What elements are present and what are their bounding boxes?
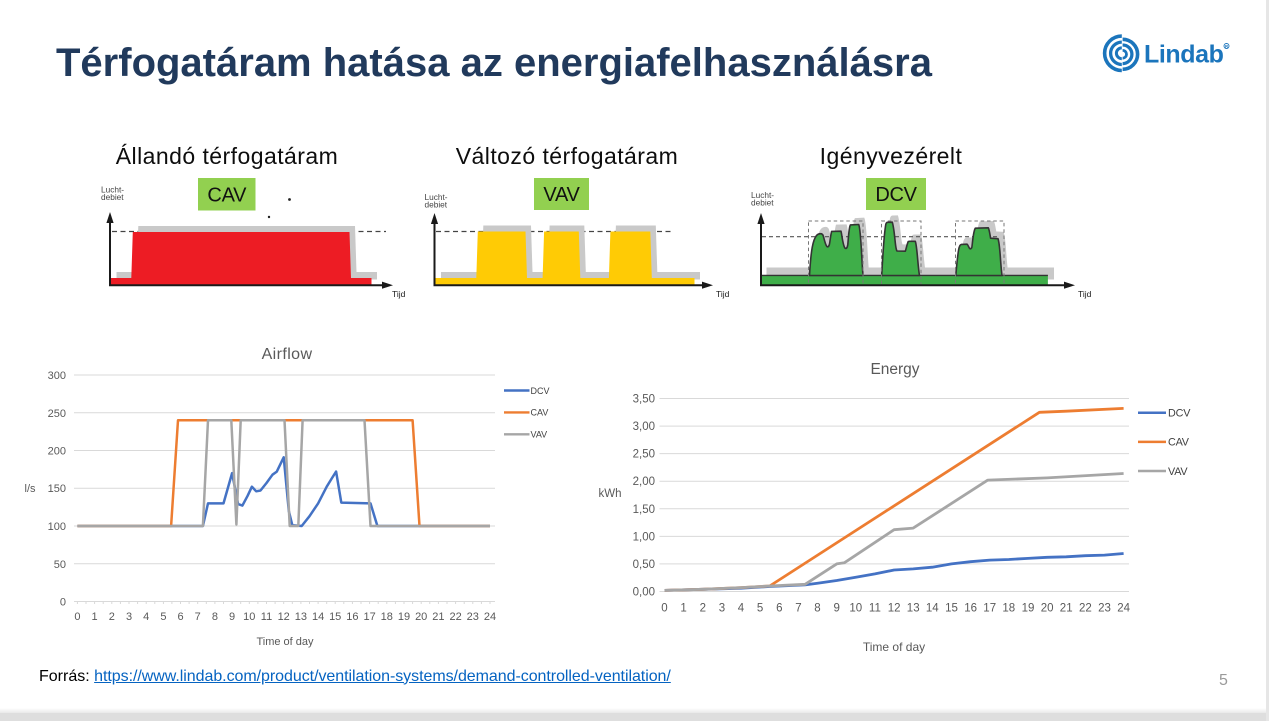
svg-text:12: 12: [888, 603, 901, 615]
svg-text:Lindab: Lindab: [1144, 41, 1224, 69]
svg-text:18: 18: [1002, 603, 1015, 615]
svg-text:19: 19: [1022, 603, 1035, 615]
svg-text:22: 22: [449, 611, 461, 623]
svg-text:150: 150: [48, 483, 66, 495]
svg-text:24: 24: [1117, 603, 1130, 615]
svg-text:4: 4: [143, 611, 149, 623]
svg-text:0: 0: [60, 597, 66, 609]
svg-text:23: 23: [467, 611, 479, 623]
svg-text:0: 0: [661, 603, 667, 615]
svg-text:debiet: debiet: [101, 192, 124, 202]
svg-text:Tijd: Tijd: [716, 289, 730, 299]
svg-text:6: 6: [177, 611, 183, 623]
svg-text:Lucht-: Lucht-: [101, 184, 124, 194]
svg-text:10: 10: [243, 611, 255, 623]
svg-text:3: 3: [126, 611, 132, 623]
svg-text:DCV: DCV: [1168, 408, 1191, 420]
svg-text:Time of day: Time of day: [256, 636, 314, 648]
svg-text:Lucht-: Lucht-: [425, 192, 448, 202]
svg-text:R: R: [1225, 44, 1229, 49]
svg-text:10: 10: [849, 603, 862, 615]
svg-text:16: 16: [346, 611, 358, 623]
svg-text:6: 6: [776, 603, 782, 615]
svg-text:Airflow: Airflow: [262, 346, 313, 363]
svg-text:VAV: VAV: [531, 430, 548, 440]
svg-text:11: 11: [261, 611, 272, 623]
svg-text:2,50: 2,50: [633, 449, 655, 461]
svg-text:21: 21: [432, 611, 444, 623]
svg-text:Energy: Energy: [870, 361, 919, 378]
svg-text:8: 8: [212, 611, 218, 623]
svg-text:3,00: 3,00: [633, 421, 655, 433]
svg-text:l/s: l/s: [25, 483, 37, 495]
svg-text:2: 2: [700, 603, 706, 615]
svg-text:9: 9: [229, 611, 235, 623]
svg-text:17: 17: [983, 603, 996, 615]
svg-text:Lucht-: Lucht-: [751, 190, 774, 200]
svg-text:21: 21: [1060, 603, 1073, 615]
svg-text:15: 15: [329, 611, 341, 623]
svg-text:5: 5: [160, 611, 166, 623]
svg-text:1,50: 1,50: [633, 504, 655, 516]
svg-text:17: 17: [363, 611, 375, 623]
svg-text:7: 7: [795, 603, 801, 615]
svg-text:24: 24: [484, 611, 496, 623]
svg-text:300: 300: [48, 370, 66, 382]
svg-text:4: 4: [738, 603, 745, 615]
svg-text:12: 12: [278, 611, 290, 623]
svg-text:DCV: DCV: [875, 184, 917, 206]
svg-text:3,50: 3,50: [633, 394, 655, 406]
svg-text:20: 20: [415, 611, 427, 623]
svg-text:Tijd: Tijd: [392, 289, 406, 299]
svg-text:9: 9: [833, 603, 839, 615]
svg-text:100: 100: [48, 521, 66, 533]
svg-text:13: 13: [295, 611, 307, 623]
svg-text:18: 18: [381, 611, 393, 623]
svg-text:14: 14: [312, 611, 324, 623]
svg-text:250: 250: [48, 408, 66, 420]
svg-text:15: 15: [945, 603, 958, 615]
svg-text:CAV: CAV: [531, 408, 549, 418]
svg-text:50: 50: [54, 559, 66, 571]
svg-text:debiet: debiet: [425, 200, 448, 210]
svg-text:kWh: kWh: [599, 488, 622, 500]
svg-text:2: 2: [109, 611, 115, 623]
svg-text:5: 5: [757, 603, 763, 615]
svg-text:8: 8: [814, 603, 820, 615]
svg-text:Time of day: Time of day: [863, 640, 925, 654]
svg-text:7: 7: [195, 611, 201, 623]
svg-text:CAV: CAV: [1168, 437, 1190, 449]
svg-text:19: 19: [398, 611, 410, 623]
svg-text:VAV: VAV: [1168, 466, 1188, 478]
svg-text:20: 20: [1041, 603, 1054, 615]
svg-text:CAV: CAV: [207, 184, 247, 206]
svg-text:22: 22: [1079, 603, 1092, 615]
svg-text:1: 1: [92, 611, 98, 623]
svg-text:14: 14: [926, 603, 939, 615]
svg-text:1,00: 1,00: [633, 531, 655, 543]
svg-text:3: 3: [719, 603, 725, 615]
svg-text:Tijd: Tijd: [1078, 289, 1092, 299]
svg-text:200: 200: [48, 446, 66, 458]
svg-text:2,00: 2,00: [633, 476, 655, 488]
svg-text:1: 1: [680, 603, 686, 615]
svg-text:23: 23: [1098, 603, 1111, 615]
svg-text:DCV: DCV: [531, 386, 550, 396]
svg-text:0,00: 0,00: [633, 587, 655, 599]
svg-text:VAV: VAV: [543, 184, 580, 206]
svg-text:debiet: debiet: [751, 198, 774, 208]
svg-text:0,50: 0,50: [633, 559, 655, 571]
svg-text:16: 16: [964, 603, 977, 615]
svg-text:11: 11: [869, 603, 881, 615]
svg-text:13: 13: [907, 603, 920, 615]
svg-text:0: 0: [74, 611, 80, 623]
